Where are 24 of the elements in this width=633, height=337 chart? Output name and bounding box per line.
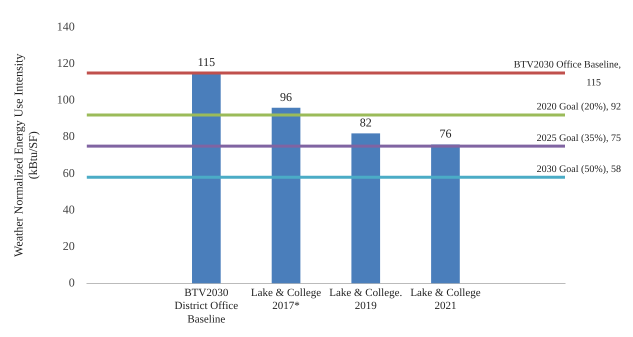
data-label: 115: [198, 55, 216, 70]
y-tick-label: 60: [62, 166, 75, 180]
y-tick-label: 140: [56, 19, 75, 34]
ref-line-label: 2020 Goal (20%), 92: [536, 102, 621, 113]
y-axis-title: Weather Normalized Energy Use Intensity (kBtu/SF): [11, 54, 40, 258]
y-tick-label: 100: [56, 92, 75, 107]
bar: [351, 133, 380, 284]
data-label: 96: [280, 90, 292, 104]
bar: [272, 108, 300, 284]
ref-line-label: BTV2030 Office Baseline, 115: [514, 60, 621, 89]
y-tick-label: 40: [62, 202, 75, 216]
bar: [192, 72, 221, 284]
y-tick-label: 120: [56, 56, 75, 70]
y-tick-label: 0: [68, 276, 75, 290]
y-tick-label: 20: [62, 238, 75, 253]
x-tick-label: Lake & College 2017*: [250, 286, 322, 312]
x-tick-label: BTV2030 District Office Baseline: [174, 286, 238, 326]
ref-line-label: 2030 Goal (50%), 58: [536, 164, 621, 175]
data-label: 82: [360, 115, 372, 130]
ref-line-label: 2025 Goal (35%), 75: [536, 132, 621, 144]
x-tick-label: Lake & College. 2019: [329, 286, 402, 312]
y-tick-label: 80: [62, 129, 75, 144]
x-tick-label: Lake & College 2021: [410, 286, 481, 312]
data-label: 76: [439, 126, 452, 140]
